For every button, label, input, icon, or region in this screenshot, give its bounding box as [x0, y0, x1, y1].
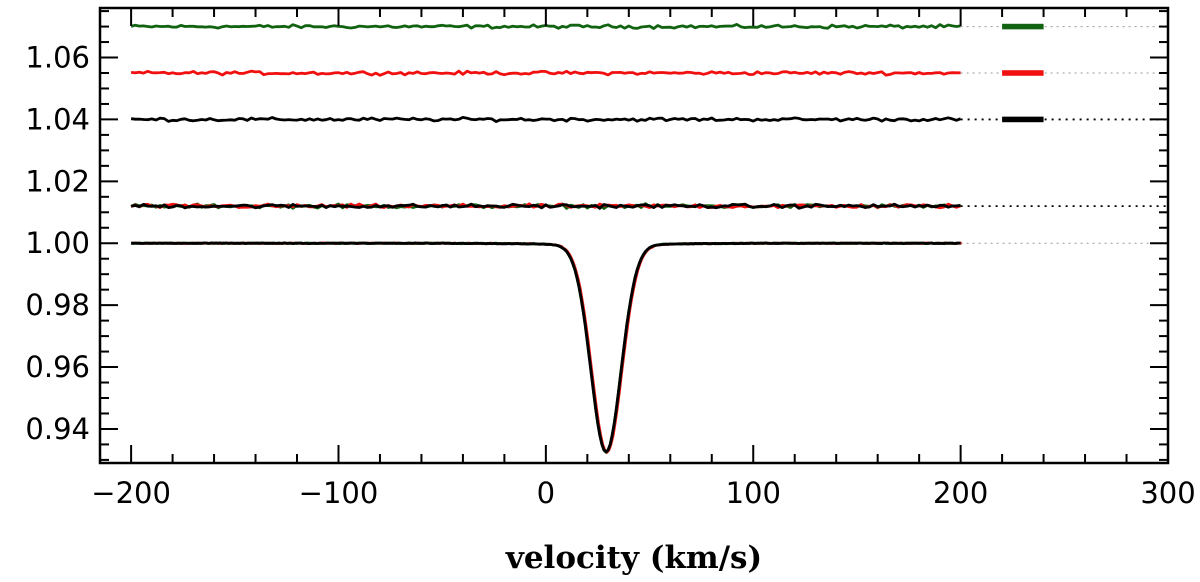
x-axis-title: velocity (km/s) [505, 540, 762, 576]
y-tick-label: 1.06 [25, 41, 90, 75]
reference-lines [960, 26, 1168, 244]
x-tick-label: 300 [1140, 476, 1195, 510]
data-series [130, 22, 962, 454]
series-null-red [130, 69, 961, 77]
y-tick-label: 0.94 [25, 412, 90, 446]
y-tick-label: 1.04 [25, 102, 90, 136]
x-tick-label: 0 [537, 476, 555, 510]
profile-green [130, 241, 961, 454]
y-tick-label: 1.00 [25, 226, 90, 260]
x-tick-label: 200 [933, 476, 988, 510]
error-bar-red [1002, 70, 1044, 76]
series-null-black [130, 116, 962, 123]
tick-labels: −200 −100 0 100 200 300 0.94 0.96 0.98 1.00 1.02 1.… [25, 41, 1195, 510]
series-stokes-v-black [130, 202, 961, 210]
x-tick-label: 100 [726, 476, 781, 510]
error-bars [1002, 23, 1044, 123]
x-tick-label: −100 [299, 476, 379, 510]
profile-black [131, 241, 961, 454]
tick-marks [100, 8, 1169, 463]
x-tick-label: −200 [91, 476, 171, 510]
y-tick-label: 0.96 [25, 350, 90, 384]
plot-frame [98, 6, 1170, 465]
error-bar-black [1002, 116, 1044, 123]
error-bar-green [1002, 23, 1044, 30]
y-tick-label: 0.98 [25, 288, 90, 322]
profile-red [131, 241, 962, 454]
y-tick-label: 1.02 [25, 164, 90, 198]
